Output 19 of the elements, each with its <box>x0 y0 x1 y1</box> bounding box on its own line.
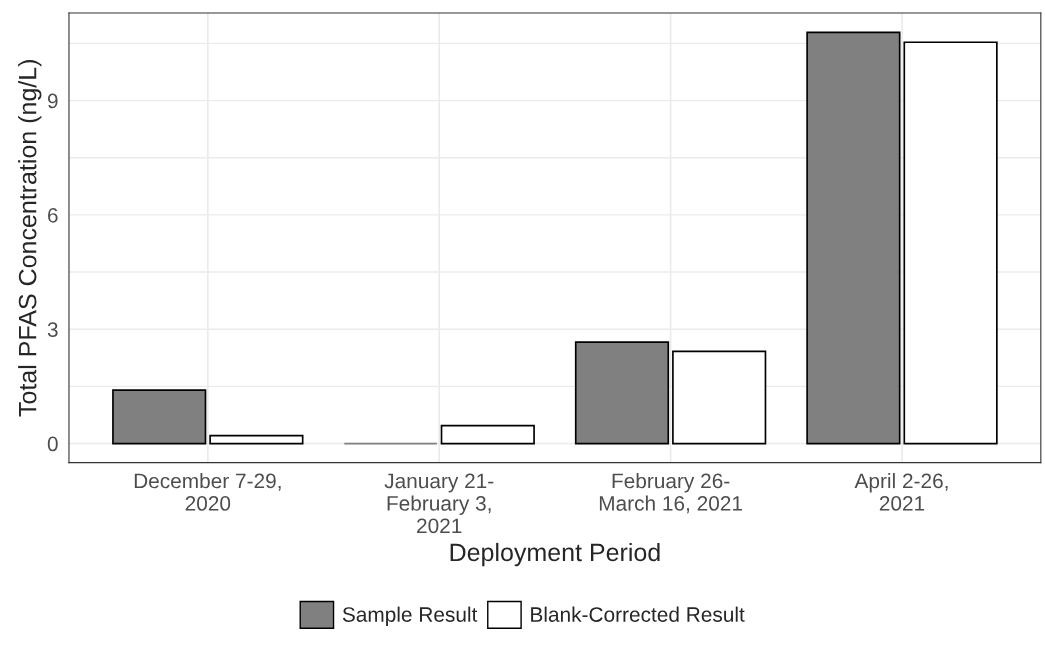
bar <box>903 41 998 445</box>
bar <box>806 31 901 445</box>
bar <box>112 389 207 445</box>
y-axis-title: Total PFAS Concentration (ng/L) <box>18 60 42 417</box>
y-tick-label: 9 <box>47 93 58 109</box>
y-tick-label: 6 <box>48 207 58 223</box>
x-tick-label: December 7-29, 2020 <box>134 473 281 511</box>
bar <box>672 350 767 445</box>
y-tick-label: 0 <box>47 436 58 452</box>
bar <box>440 424 535 445</box>
x-axis-title: Deployment Period <box>450 542 660 567</box>
bar <box>209 434 304 445</box>
y-tick-label: 3 <box>47 322 58 337</box>
x-tick-label: January 21- February 3, 2021 <box>384 473 494 534</box>
bar <box>574 341 670 445</box>
legend-label: Blank-Corrected Result <box>531 606 745 622</box>
legend-label: Sample Result <box>342 606 478 627</box>
x-tick-label: April 2-26, 2021 <box>854 473 948 511</box>
x-tick-label: February 26- March 16, 2021 <box>599 473 742 514</box>
